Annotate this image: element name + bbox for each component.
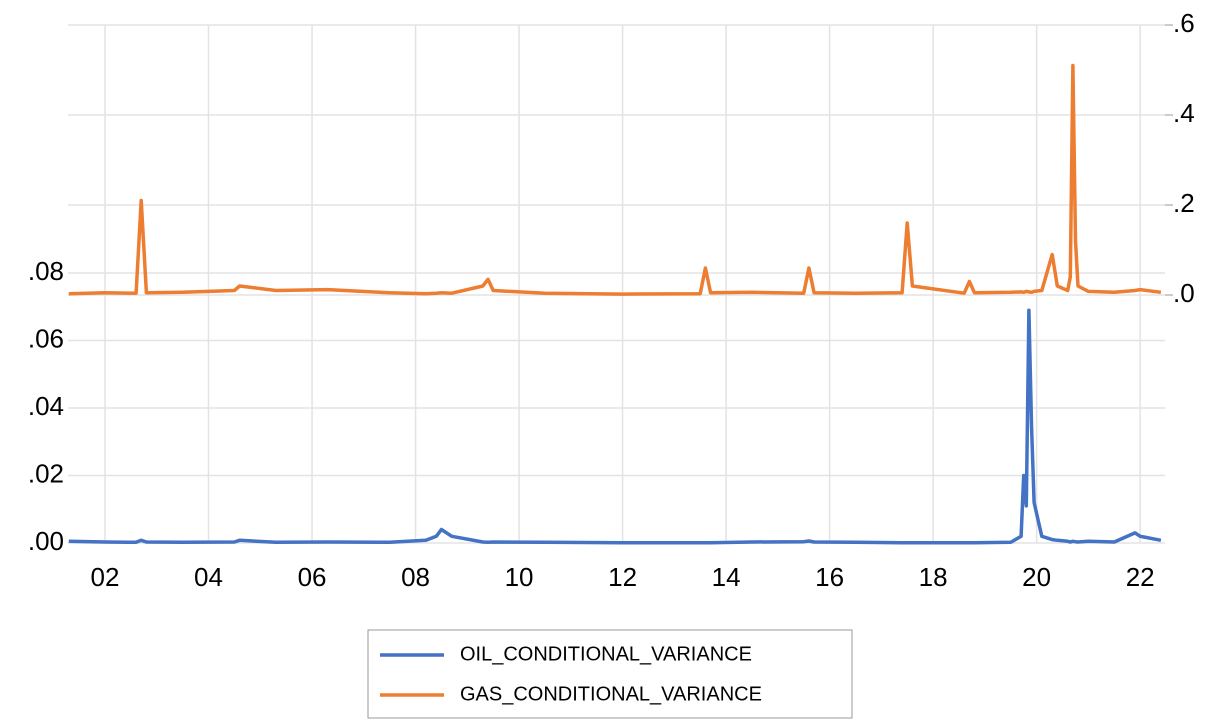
x-tick-label: 20	[1022, 562, 1051, 592]
x-tick-label: 04	[194, 562, 223, 592]
x-tick-label: 08	[401, 562, 430, 592]
y-tick-label: .02	[28, 458, 64, 488]
legend-label: OIL_CONDITIONAL_VARIANCE	[460, 643, 752, 665]
x-tick-label: 06	[298, 562, 327, 592]
legend-box	[367, 629, 853, 719]
x-tick-label: 02	[91, 562, 120, 592]
y2-tick-label: .0	[1173, 278, 1195, 308]
y-tick-label: .08	[28, 256, 64, 286]
data-line	[68, 63, 1162, 296]
y-tick-label: .04	[28, 391, 64, 421]
x-tick-label: 10	[505, 562, 534, 592]
y2-tick-label: .6	[1173, 8, 1195, 38]
x-tick-label: 16	[815, 562, 844, 592]
y-tick-label: .00	[28, 526, 64, 556]
legend-label: GAS_CONDITIONAL_VARIANCE	[460, 683, 762, 705]
data-line	[68, 308, 1162, 545]
y-tick-label: .06	[28, 323, 64, 353]
x-tick-label: 14	[712, 562, 741, 592]
x-tick-label: 18	[919, 562, 948, 592]
x-tick-label: 12	[608, 562, 637, 592]
y2-tick-label: .2	[1173, 188, 1195, 218]
x-tick-label: 22	[1126, 562, 1155, 592]
y2-tick-label: .4	[1173, 98, 1195, 128]
